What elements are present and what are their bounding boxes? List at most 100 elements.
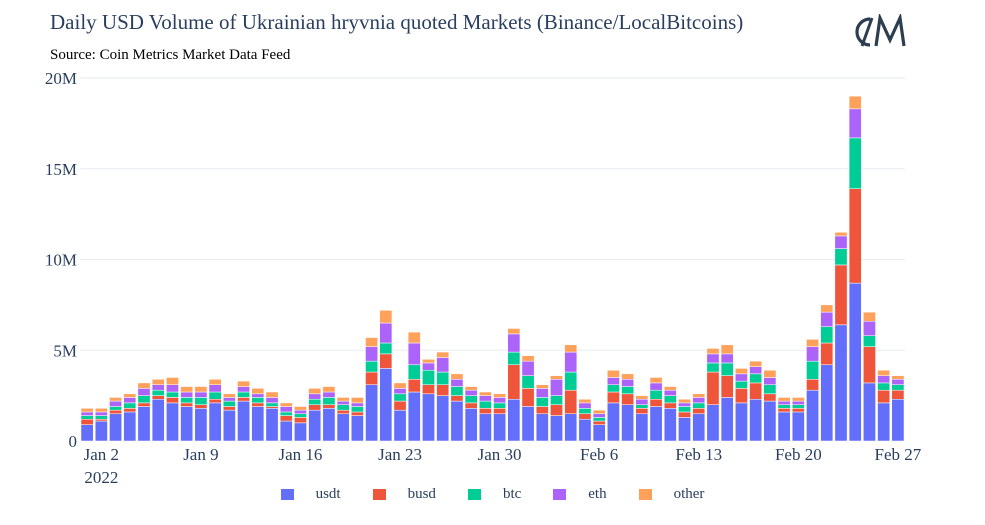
- bar-btc[interactable]: [791, 404, 805, 409]
- bar-btc[interactable]: [279, 411, 293, 416]
- bar-btc[interactable]: [692, 402, 706, 409]
- bar-busd[interactable]: [663, 402, 677, 409]
- bar-btc[interactable]: [749, 373, 763, 384]
- bar-btc[interactable]: [621, 386, 634, 395]
- bar-usdt[interactable]: [336, 413, 350, 442]
- bar-usdt[interactable]: [877, 402, 891, 442]
- bar-busd[interactable]: [294, 417, 307, 424]
- bar-btc[interactable]: [365, 360, 378, 373]
- bar-eth[interactable]: [94, 411, 108, 416]
- bar-btc[interactable]: [592, 417, 606, 422]
- bar-eth[interactable]: [450, 379, 464, 387]
- bar-usdt[interactable]: [479, 413, 492, 442]
- bar-btc[interactable]: [322, 397, 336, 405]
- bar-usdt[interactable]: [891, 399, 905, 442]
- bar-btc[interactable]: [564, 371, 578, 391]
- bar-other[interactable]: [322, 386, 336, 393]
- bar-btc[interactable]: [237, 391, 250, 398]
- bar-other[interactable]: [109, 397, 122, 402]
- bar-other[interactable]: [80, 408, 94, 413]
- bar-other[interactable]: [265, 391, 279, 398]
- bar-busd[interactable]: [777, 408, 791, 413]
- bar-other[interactable]: [592, 409, 606, 415]
- bar-usdt[interactable]: [507, 399, 521, 442]
- bar-busd[interactable]: [464, 402, 478, 409]
- bar-usdt[interactable]: [550, 415, 563, 442]
- bar-busd[interactable]: [649, 399, 663, 407]
- bar-btc[interactable]: [379, 342, 393, 355]
- bar-busd[interactable]: [621, 393, 634, 405]
- bar-usdt[interactable]: [735, 402, 748, 442]
- bar-usdt[interactable]: [379, 368, 393, 442]
- bar-busd[interactable]: [592, 420, 606, 425]
- bar-usdt[interactable]: [607, 402, 620, 442]
- bar-other[interactable]: [151, 379, 165, 385]
- bar-other[interactable]: [137, 382, 151, 389]
- bar-btc[interactable]: [521, 375, 535, 389]
- bar-busd[interactable]: [407, 379, 421, 393]
- bar-other[interactable]: [194, 386, 208, 393]
- bar-busd[interactable]: [322, 404, 336, 409]
- bar-btc[interactable]: [663, 395, 677, 404]
- bar-busd[interactable]: [123, 408, 137, 413]
- bar-usdt[interactable]: [450, 400, 464, 442]
- bar-busd[interactable]: [749, 382, 763, 400]
- bar-eth[interactable]: [294, 409, 307, 415]
- bar-other[interactable]: [720, 344, 734, 355]
- bar-usdt[interactable]: [422, 393, 435, 442]
- bar-usdt[interactable]: [80, 424, 94, 442]
- bar-usdt[interactable]: [749, 399, 763, 442]
- bar-other[interactable]: [535, 384, 549, 389]
- bar-other[interactable]: [294, 406, 307, 411]
- bar-btc[interactable]: [578, 408, 592, 415]
- bar-btc[interactable]: [635, 404, 649, 409]
- bar-eth[interactable]: [592, 413, 606, 418]
- bar-busd[interactable]: [436, 384, 450, 396]
- bar-usdt[interactable]: [166, 402, 179, 442]
- bar-btc[interactable]: [393, 393, 407, 402]
- bar-btc[interactable]: [493, 402, 506, 409]
- bar-busd[interactable]: [720, 375, 734, 398]
- bar-busd[interactable]: [80, 418, 94, 425]
- bar-other[interactable]: [763, 369, 777, 378]
- bar-btc[interactable]: [720, 362, 734, 376]
- bar-eth[interactable]: [336, 400, 350, 405]
- bar-busd[interactable]: [151, 395, 165, 400]
- bar-eth[interactable]: [237, 386, 250, 393]
- bar-other[interactable]: [735, 368, 748, 375]
- bar-eth[interactable]: [692, 397, 706, 404]
- bar-busd[interactable]: [735, 388, 748, 404]
- bar-btc[interactable]: [450, 386, 464, 396]
- bar-other[interactable]: [607, 369, 620, 378]
- bar-usdt[interactable]: [351, 415, 364, 442]
- bar-busd[interactable]: [791, 408, 805, 413]
- bar-btc[interactable]: [706, 362, 720, 373]
- bar-eth[interactable]: [735, 373, 748, 382]
- bar-btc[interactable]: [464, 395, 478, 404]
- bar-other[interactable]: [863, 311, 876, 322]
- bar-usdt[interactable]: [649, 406, 663, 442]
- bar-eth[interactable]: [535, 388, 549, 398]
- bar-btc[interactable]: [507, 351, 521, 366]
- bar-usdt[interactable]: [834, 324, 848, 442]
- bar-btc[interactable]: [877, 382, 891, 391]
- bar-eth[interactable]: [151, 384, 165, 391]
- bar-other[interactable]: [848, 95, 862, 110]
- bar-other[interactable]: [521, 355, 535, 362]
- bar-other[interactable]: [365, 337, 378, 347]
- bar-usdt[interactable]: [863, 382, 876, 442]
- bar-usdt[interactable]: [222, 409, 236, 442]
- bar-btc[interactable]: [777, 404, 791, 409]
- bar-usdt[interactable]: [137, 406, 151, 442]
- bar-usdt[interactable]: [564, 413, 578, 442]
- bar-eth[interactable]: [635, 399, 649, 405]
- bar-usdt[interactable]: [436, 395, 450, 442]
- bar-btc[interactable]: [180, 397, 194, 404]
- bar-eth[interactable]: [436, 357, 450, 373]
- bar-other[interactable]: [393, 382, 407, 389]
- bar-eth[interactable]: [194, 391, 208, 398]
- bar-busd[interactable]: [891, 389, 905, 400]
- bar-other[interactable]: [578, 399, 592, 404]
- bar-usdt[interactable]: [180, 406, 194, 442]
- bar-eth[interactable]: [806, 346, 819, 362]
